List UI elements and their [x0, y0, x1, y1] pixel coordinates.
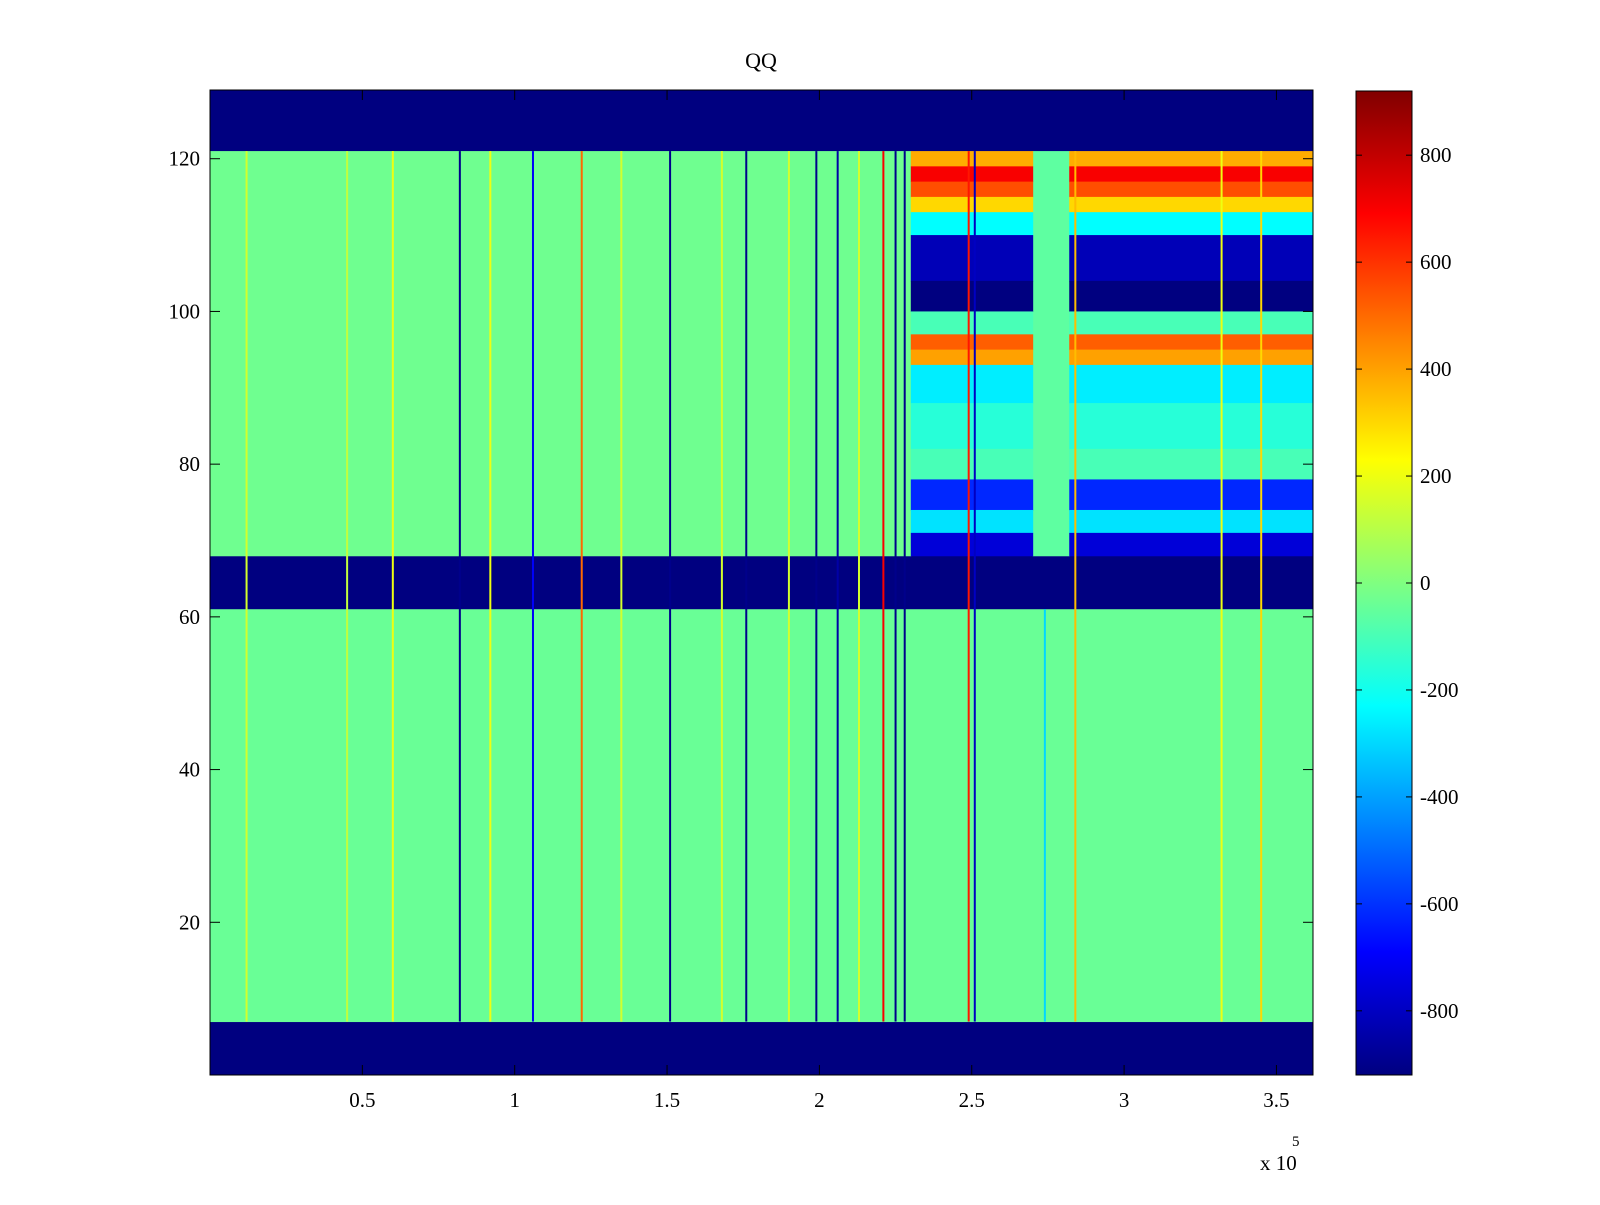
heatmap-streak	[458, 151, 461, 1022]
heatmap-region	[1069, 349, 1313, 366]
colorbar-gradient	[1355, 90, 1413, 1076]
heatmap-region	[1069, 479, 1313, 511]
heatmap-streak	[787, 151, 790, 1022]
heatmap-region	[910, 448, 1034, 480]
heatmap-streak	[836, 151, 839, 1022]
colorbar-tick-label: 400	[1420, 357, 1452, 381]
heatmap-streak	[903, 151, 906, 1022]
heatmap-region	[910, 311, 1034, 335]
heatmap-region	[910, 509, 1034, 534]
heatmap-region	[210, 555, 1313, 610]
y-tick-label: 80	[179, 452, 200, 476]
heatmap-region	[1032, 151, 1070, 557]
heatmap-streak	[580, 151, 583, 1022]
heatmap-streak	[1220, 151, 1223, 1022]
heatmap-streak	[391, 151, 394, 1022]
heatmap-streak	[531, 151, 534, 1022]
heatmap-streak	[669, 151, 672, 1022]
colorbar-tick-label: 0	[1420, 571, 1431, 595]
chart-title: QQ	[745, 48, 777, 73]
colorbar-ticks: 800 600 400 200 0 -200 -400 -600 -800	[1356, 143, 1459, 1023]
heatmap-region	[910, 532, 1034, 557]
heatmap-streak	[967, 151, 970, 1022]
heatmap-region	[210, 1021, 1313, 1075]
heatmap-region	[910, 349, 1034, 366]
colorbar-tick-label: -200	[1420, 678, 1459, 702]
x-tick-label: 1.5	[654, 1088, 680, 1112]
plot-frame	[209, 89, 1314, 1076]
heatmap-streak	[489, 151, 492, 1022]
colorbar-tick-label: -400	[1420, 785, 1459, 809]
heatmap-streak	[858, 151, 861, 1022]
x-tick-label: 2	[814, 1088, 825, 1112]
y-tick-label: 60	[179, 605, 200, 629]
x-exponent-power: 5	[1292, 1134, 1300, 1150]
y-tick-label: 20	[179, 910, 200, 934]
heatmap-region	[1069, 448, 1313, 480]
heatmap-region	[910, 212, 1034, 236]
heatmap-streak	[720, 151, 723, 1022]
heatmap-streak	[346, 151, 349, 1022]
x-axis: 0.5 1 1.5 2 2.5 3 3.5	[349, 90, 1290, 1112]
heatmap-region	[1069, 532, 1313, 557]
y-tick-label: 40	[179, 758, 200, 782]
heatmap-region	[1069, 364, 1313, 404]
x-exponent-label: x 10	[1260, 1151, 1297, 1175]
x-tick-label: 3	[1119, 1088, 1130, 1112]
y-axis: 20 40 60 80 100 120	[169, 147, 1313, 934]
heatmap-region	[1069, 212, 1313, 236]
heatmap-region	[1069, 334, 1313, 351]
heatmap-region	[1069, 166, 1313, 183]
colorbar: 800 600 400 200 0 -200 -400 -600 -800	[1355, 90, 1459, 1076]
heatmap-region	[910, 196, 1034, 213]
colorbar-tick-label: 600	[1420, 250, 1452, 274]
heatmap-region	[210, 609, 1313, 1023]
heatmap-streak	[1043, 609, 1046, 1022]
heatmap-region	[910, 181, 1034, 198]
heatmap-streak	[1074, 151, 1077, 1022]
heatmap-streak	[973, 151, 976, 1022]
heatmap-region	[210, 151, 912, 557]
heatmap-region	[910, 166, 1034, 183]
heatmap-region	[910, 364, 1034, 404]
x-tick-label: 0.5	[349, 1088, 375, 1112]
heatmap-streak	[1260, 151, 1263, 1022]
heatmap-streak	[882, 151, 885, 1022]
heatmap-region	[1069, 280, 1313, 312]
heatmap-region	[1069, 403, 1313, 450]
heatmap-region	[910, 334, 1034, 351]
heatmap-region	[910, 151, 1034, 167]
heatmap-region	[210, 90, 1313, 152]
plot-area	[210, 90, 1313, 1075]
heatmap-region	[1069, 235, 1313, 282]
heatmap-region	[1069, 196, 1313, 213]
heatmap-region	[1069, 181, 1313, 198]
colorbar-tick-label: -800	[1420, 999, 1459, 1023]
x-tick-label: 3.5	[1263, 1088, 1289, 1112]
heatmap-streak	[745, 151, 748, 1022]
colorbar-tick-label: -600	[1420, 892, 1459, 916]
heatmap-streak	[894, 151, 897, 1022]
heatmap-region	[910, 479, 1034, 511]
heatmap-region	[910, 280, 1034, 312]
heatmap-region	[1069, 311, 1313, 335]
heatmap-region	[910, 403, 1034, 450]
heatmap-region	[1069, 151, 1313, 167]
heatmap-streak	[245, 151, 248, 1022]
colorbar-tick-label: 800	[1420, 143, 1452, 167]
heatmap-region	[1069, 509, 1313, 534]
heatmap-streak	[620, 151, 623, 1022]
x-tick-label: 1	[509, 1088, 520, 1112]
colorbar-tick-label: 200	[1420, 464, 1452, 488]
heatmap-region	[910, 235, 1034, 282]
y-tick-label: 100	[169, 299, 201, 323]
y-tick-label: 120	[169, 147, 201, 171]
heatmap-streak	[815, 151, 818, 1022]
x-tick-label: 2.5	[959, 1088, 985, 1112]
